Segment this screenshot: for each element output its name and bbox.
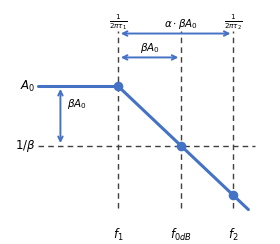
Point: [231, 193, 235, 197]
Point: [179, 144, 183, 148]
Text: $\beta A_0$: $\beta A_0$: [140, 41, 160, 55]
Point: [116, 84, 120, 88]
Text: $f_2$: $f_2$: [228, 227, 239, 243]
Text: $f_1$: $f_1$: [113, 227, 123, 243]
Text: $\alpha \cdot \beta A_0$: $\alpha \cdot \beta A_0$: [164, 17, 198, 31]
Text: $\beta A_0$: $\beta A_0$: [67, 97, 87, 111]
Text: $\frac{1}{2\pi\tau_2}$: $\frac{1}{2\pi\tau_2}$: [224, 12, 243, 32]
Text: $\frac{1}{2\pi\tau_1}$: $\frac{1}{2\pi\tau_1}$: [109, 12, 127, 32]
Text: $1/\beta$: $1/\beta$: [15, 138, 36, 154]
Text: $f_{0dB}$: $f_{0dB}$: [170, 227, 192, 243]
Text: $A_0$: $A_0$: [20, 79, 36, 94]
